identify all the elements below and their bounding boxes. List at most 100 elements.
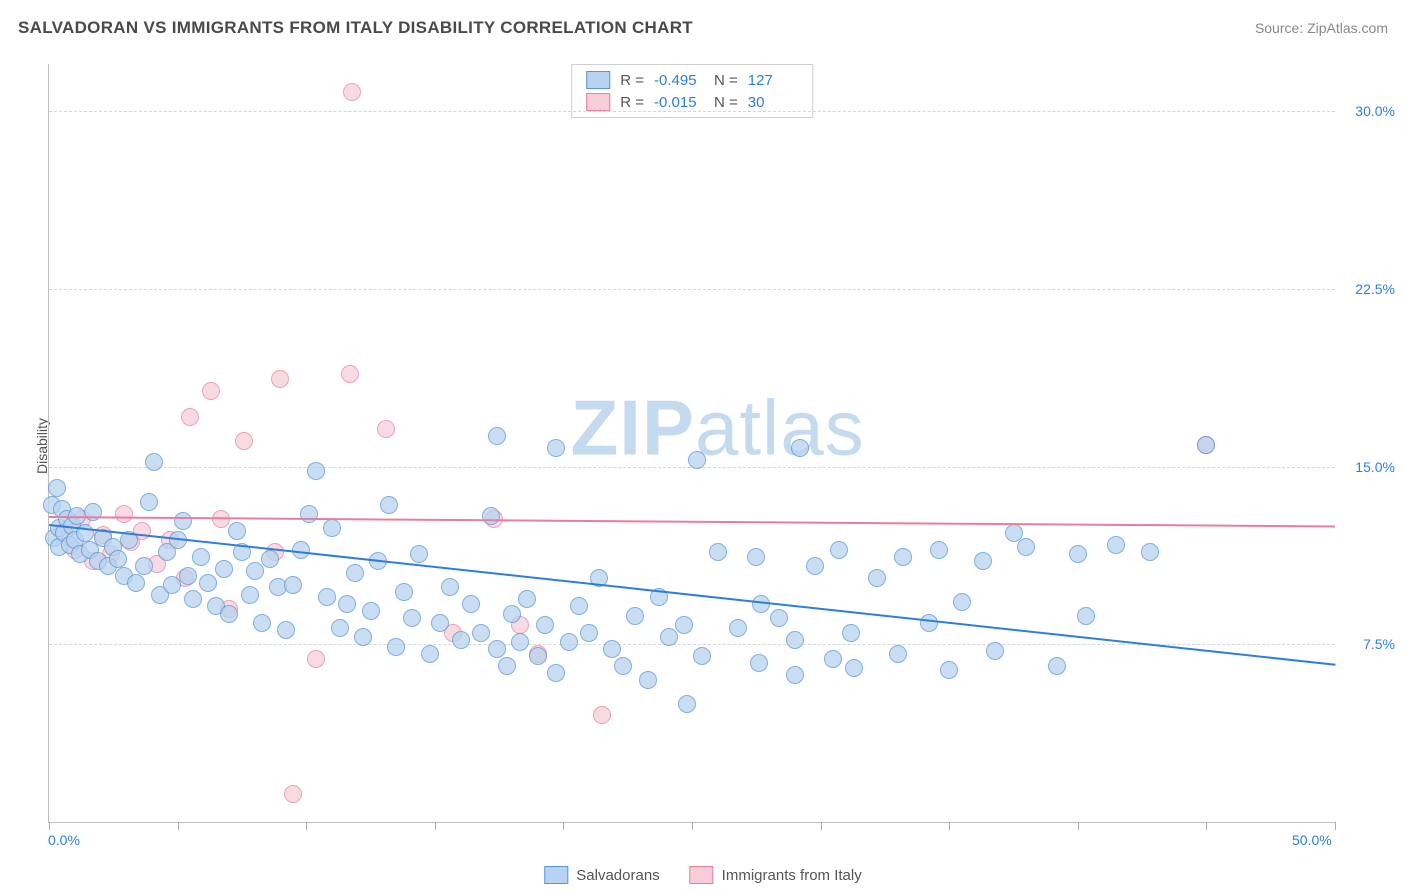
data-point bbox=[940, 661, 958, 679]
data-point bbox=[395, 583, 413, 601]
y-tick-label: 15.0% bbox=[1345, 459, 1395, 475]
watermark-rest: atlas bbox=[695, 383, 865, 471]
data-point bbox=[410, 545, 428, 563]
data-point bbox=[580, 624, 598, 642]
data-point bbox=[346, 564, 364, 582]
data-point bbox=[498, 657, 516, 675]
data-point bbox=[986, 642, 1004, 660]
data-point bbox=[974, 552, 992, 570]
watermark: ZIPatlas bbox=[571, 382, 865, 473]
chart-title: SALVADORAN VS IMMIGRANTS FROM ITALY DISA… bbox=[18, 18, 693, 38]
x-tick bbox=[435, 822, 436, 830]
data-point bbox=[331, 619, 349, 637]
data-point bbox=[109, 550, 127, 568]
x-tick bbox=[178, 822, 179, 830]
data-point bbox=[271, 370, 289, 388]
data-point bbox=[842, 624, 860, 642]
data-point bbox=[462, 595, 480, 613]
legend-item-italy: Immigrants from Italy bbox=[690, 866, 862, 884]
legend-swatch-pink bbox=[690, 866, 714, 884]
data-point bbox=[511, 633, 529, 651]
data-point bbox=[421, 645, 439, 663]
data-point bbox=[830, 541, 848, 559]
data-point bbox=[593, 706, 611, 724]
y-tick-label: 30.0% bbox=[1345, 103, 1395, 119]
legend-pink-n: 30 bbox=[748, 94, 798, 111]
data-point bbox=[220, 605, 238, 623]
data-point bbox=[660, 628, 678, 646]
data-point bbox=[354, 628, 372, 646]
data-point bbox=[750, 654, 768, 672]
data-point bbox=[1077, 607, 1095, 625]
data-point bbox=[441, 578, 459, 596]
data-point bbox=[547, 664, 565, 682]
source-name: ZipAtlas.com bbox=[1307, 20, 1388, 36]
data-point bbox=[639, 671, 657, 689]
data-point bbox=[570, 597, 588, 615]
data-point bbox=[889, 645, 907, 663]
data-point bbox=[894, 548, 912, 566]
data-point bbox=[179, 567, 197, 585]
data-point bbox=[1197, 436, 1215, 454]
data-point bbox=[181, 408, 199, 426]
legend-label-salvadorans: Salvadorans bbox=[576, 867, 659, 884]
data-point bbox=[626, 607, 644, 625]
data-point bbox=[529, 647, 547, 665]
x-tick-label-max: 50.0% bbox=[1292, 832, 1332, 848]
legend-r-label: R = bbox=[620, 72, 644, 89]
data-point bbox=[791, 439, 809, 457]
data-point bbox=[431, 614, 449, 632]
legend-row-pink: R = -0.015 N = 30 bbox=[586, 91, 798, 113]
data-point bbox=[284, 576, 302, 594]
data-point bbox=[675, 616, 693, 634]
data-point bbox=[145, 453, 163, 471]
data-point bbox=[48, 479, 66, 497]
data-point bbox=[547, 439, 565, 457]
data-point bbox=[930, 541, 948, 559]
legend-n-label: N = bbox=[714, 72, 738, 89]
data-point bbox=[246, 562, 264, 580]
data-point bbox=[482, 507, 500, 525]
data-point bbox=[503, 605, 521, 623]
data-point bbox=[786, 666, 804, 684]
chart-plot-area: ZIPatlas R = -0.495 N = 127 R = -0.015 N… bbox=[48, 64, 1335, 823]
data-point bbox=[292, 541, 310, 559]
y-tick-label: 7.5% bbox=[1345, 636, 1395, 652]
data-point bbox=[1048, 657, 1066, 675]
data-point bbox=[323, 519, 341, 537]
data-point bbox=[536, 616, 554, 634]
data-point bbox=[678, 695, 696, 713]
x-tick bbox=[1206, 822, 1207, 830]
data-point bbox=[845, 659, 863, 677]
data-point bbox=[786, 631, 804, 649]
legend-swatch-pink bbox=[586, 93, 610, 111]
x-tick-label-min: 0.0% bbox=[48, 832, 80, 848]
data-point bbox=[184, 590, 202, 608]
data-point bbox=[709, 543, 727, 561]
data-point bbox=[307, 462, 325, 480]
x-tick bbox=[1335, 822, 1336, 830]
data-point bbox=[192, 548, 210, 566]
x-tick bbox=[306, 822, 307, 830]
legend-label-italy: Immigrants from Italy bbox=[722, 867, 862, 884]
data-point bbox=[318, 588, 336, 606]
x-tick bbox=[821, 822, 822, 830]
data-point bbox=[115, 505, 133, 523]
data-point bbox=[202, 382, 220, 400]
data-point bbox=[770, 609, 788, 627]
legend-row-blue: R = -0.495 N = 127 bbox=[586, 69, 798, 91]
gridline bbox=[49, 289, 1335, 290]
data-point bbox=[1141, 543, 1159, 561]
data-point bbox=[1069, 545, 1087, 563]
data-point bbox=[953, 593, 971, 611]
data-point bbox=[253, 614, 271, 632]
data-point bbox=[403, 609, 421, 627]
data-point bbox=[307, 650, 325, 668]
data-point bbox=[488, 640, 506, 658]
y-tick-label: 22.5% bbox=[1345, 281, 1395, 297]
x-tick bbox=[1078, 822, 1079, 830]
data-point bbox=[806, 557, 824, 575]
x-tick bbox=[692, 822, 693, 830]
data-point bbox=[284, 785, 302, 803]
gridline bbox=[49, 111, 1335, 112]
